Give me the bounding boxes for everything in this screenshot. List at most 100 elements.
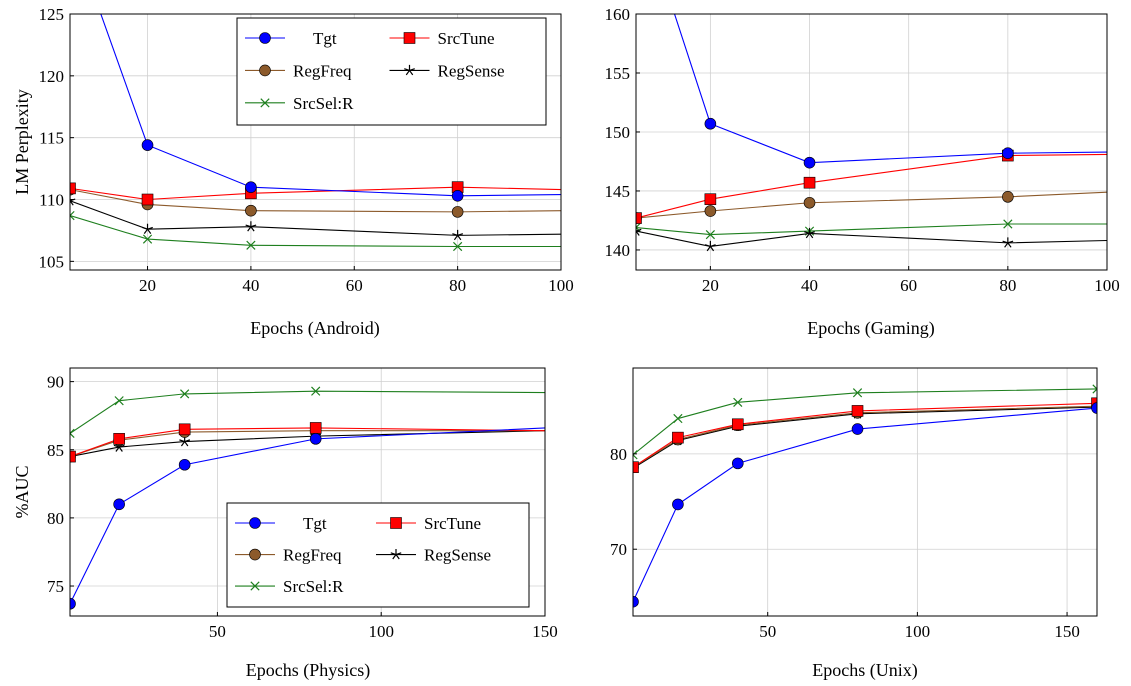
data-point-srcsel-r [246, 240, 256, 250]
series-tgt [633, 402, 1097, 608]
data-point-srctune [113, 433, 125, 445]
legend-marker [259, 32, 271, 44]
y-tick-label: 160 [605, 5, 631, 24]
data-point-srctune [731, 418, 744, 431]
series-line-regsense [633, 406, 1097, 469]
series-group [636, 14, 1107, 252]
series-line-srcsel-r [633, 388, 1097, 456]
data-point-regsense [245, 221, 257, 232]
x-tick-label: 100 [368, 622, 394, 641]
data-point-tgt [633, 595, 639, 608]
legend-label: RegFreq [293, 61, 352, 80]
legend-item-regfreq: RegFreq [245, 61, 352, 80]
legend-marker [249, 517, 261, 529]
data-point-regsense [704, 240, 716, 252]
series-line-regsense [70, 430, 545, 458]
data-point-tgt [451, 189, 464, 202]
data-point-srctune [633, 461, 639, 474]
plot-frame [635, 13, 1108, 271]
legend-marker [249, 548, 261, 561]
legend: Tgt SrcTune RegFreq RegSense SrcSel:R [226, 502, 530, 608]
legend-item-srctune: SrcTune [376, 514, 481, 533]
legend-label: RegSense [438, 61, 505, 80]
series-line-regfreq [70, 430, 545, 458]
plot-frame [69, 367, 546, 617]
data-point-tgt [672, 498, 684, 511]
data-point-tgt [113, 498, 125, 511]
tick-labels: 50 100 150 75 80 85 90 [47, 373, 558, 641]
data-point-regsense [636, 225, 642, 236]
x-tick-label: 150 [532, 622, 558, 641]
series-srctune [636, 149, 1107, 224]
series-srcsel-r [70, 386, 545, 439]
series-group [633, 384, 1097, 608]
series-tgt [70, 427, 545, 610]
data-point-srctune [309, 422, 322, 434]
tick-labels: 50 100 150 70 80 [610, 445, 1080, 641]
legend-marker [403, 32, 416, 44]
data-point-srcsel-r [1092, 384, 1097, 394]
y-tick-label: 70 [610, 540, 627, 559]
data-point-tgt [731, 457, 744, 470]
legend-item-tgt: Tgt [245, 29, 337, 48]
series-regfreq [70, 424, 545, 463]
y-tick-label: 80 [47, 509, 64, 528]
data-point-regfreq [704, 205, 717, 217]
data-point-srcsel-r [733, 397, 743, 407]
data-point-regsense [452, 229, 464, 241]
data-point-srctune [636, 212, 642, 224]
x-tick-label: 40 [242, 276, 259, 295]
data-point-regfreq [451, 206, 464, 218]
data-point-tgt [1002, 147, 1014, 160]
x-axis-label: Epochs (Physics) [246, 660, 371, 681]
legend-label: SrcTune [438, 29, 495, 48]
chart-unix: 50 100 150 70 80 Epochs (Unix) [610, 367, 1098, 681]
series-srcsel-r [633, 384, 1097, 460]
data-point-tgt [141, 139, 154, 151]
legend-marker [390, 517, 402, 529]
legend-marker [260, 98, 270, 108]
legend-marker [390, 549, 402, 560]
data-point-srctune [803, 176, 816, 189]
data-point-srcsel-r [453, 241, 463, 252]
data-point-srctune [70, 182, 76, 195]
x-tick-label: 20 [139, 276, 156, 295]
chart-gaming: 20 40 60 80 100 140 145 150 155 160 Epochs (Gamin… [605, 5, 1120, 339]
x-tick-label: 100 [548, 276, 574, 295]
plot-frame [69, 13, 562, 271]
data-point-srcsel-r [70, 210, 75, 221]
data-point-tgt [70, 597, 76, 610]
x-tick-label: 20 [702, 276, 719, 295]
x-tick-label: 60 [900, 276, 917, 295]
data-point-regfreq [1002, 191, 1014, 203]
chart-physics: 50 100 150 75 80 85 90 Epochs (Physics) %AUC T… [12, 367, 558, 681]
data-point-tgt [1091, 402, 1097, 414]
legend-item-srcsel-r: SrcSel:R [245, 94, 354, 113]
y-tick-label: 75 [47, 577, 64, 596]
data-point-srcsel-r [852, 388, 863, 398]
data-point-regsense [179, 436, 191, 447]
y-tick-label: 90 [47, 373, 64, 392]
data-point-srctune [704, 193, 717, 206]
y-tick-label: 125 [39, 5, 65, 24]
legend-item-srcsel-r: SrcSel:R [235, 577, 344, 596]
plot-frame [632, 367, 1098, 617]
y-tick-label: 110 [39, 191, 64, 210]
series-group [70, 14, 561, 252]
data-point-srctune [141, 193, 154, 206]
y-tick-label: 140 [605, 241, 631, 260]
legend-marker [259, 64, 271, 77]
data-point-srctune [851, 405, 864, 417]
x-tick-label: 100 [1094, 276, 1120, 295]
data-point-regsense [142, 223, 153, 234]
data-point-tgt [704, 117, 717, 130]
data-point-tgt [309, 433, 322, 445]
series-regsense [70, 195, 561, 241]
series-tgt [100, 14, 561, 202]
x-tick-label: 80 [999, 276, 1016, 295]
tick-labels: 20 40 60 80 100 140 145 150 155 160 [605, 5, 1120, 295]
series-regsense [70, 430, 545, 462]
y-tick-label: 120 [39, 67, 65, 86]
grid-lines [633, 368, 1097, 616]
x-axis-label: Epochs (Gaming) [807, 318, 934, 339]
